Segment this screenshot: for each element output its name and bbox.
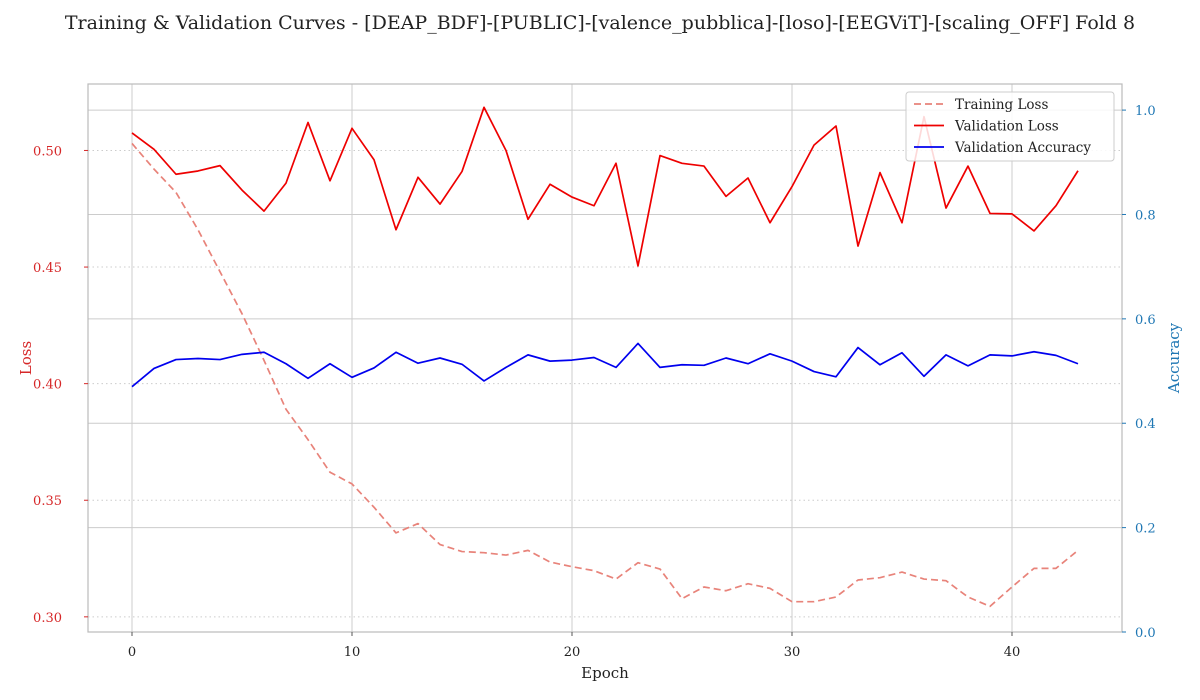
x-axis-label: Epoch <box>581 664 629 682</box>
right-tick-label-2: 0.4 <box>1135 417 1156 432</box>
legend-box <box>905 91 1115 162</box>
x-tick-label-3: 30 <box>784 645 801 660</box>
x-tick-label-1: 10 <box>344 645 361 660</box>
x-tick-label-0: 0 <box>128 645 136 660</box>
y-axis-label-right: Accuracy <box>1165 322 1183 394</box>
left-tick-label-4: 0.50 <box>33 144 62 159</box>
legend: Training Loss Validation Loss Validation A… <box>905 91 1115 162</box>
grid-layer <box>88 84 1122 633</box>
chart-title: Training & Validation Curves - [DEAP_BDF… <box>65 12 1135 34</box>
series-line-training-loss <box>131 142 1079 608</box>
right-tick-label-1: 0.2 <box>1135 522 1156 537</box>
series-layer <box>131 106 1079 608</box>
left-tick-label-1: 0.35 <box>33 494 62 509</box>
right-tick-label-3: 0.6 <box>1135 313 1156 328</box>
right-tick-label-5: 1.0 <box>1135 104 1156 119</box>
x-tick-label-4: 40 <box>1004 645 1021 660</box>
ticks-layer: 0 10 20 30 40 0.30 0.35 0.40 0.45 0.50 0.0 0.2 0.4 0.… <box>33 104 1156 660</box>
x-tick-label-2: 20 <box>564 645 581 660</box>
left-tick-label-3: 0.45 <box>33 261 62 276</box>
y-axis-label-left: Loss <box>17 341 35 375</box>
legend-label-training-loss: Training Loss <box>955 97 1048 113</box>
left-tick-label-2: 0.40 <box>33 378 62 393</box>
plot-frame <box>87 83 1123 633</box>
series-line-validation-accuracy <box>131 342 1079 388</box>
legend-label-validation-accuracy: Validation Accuracy <box>954 140 1091 156</box>
left-tick-label-0: 0.30 <box>33 611 62 626</box>
legend-label-validation-loss: Validation Loss <box>954 119 1059 135</box>
right-tick-label-0: 0.0 <box>1135 626 1156 641</box>
right-tick-label-4: 0.8 <box>1135 208 1156 223</box>
